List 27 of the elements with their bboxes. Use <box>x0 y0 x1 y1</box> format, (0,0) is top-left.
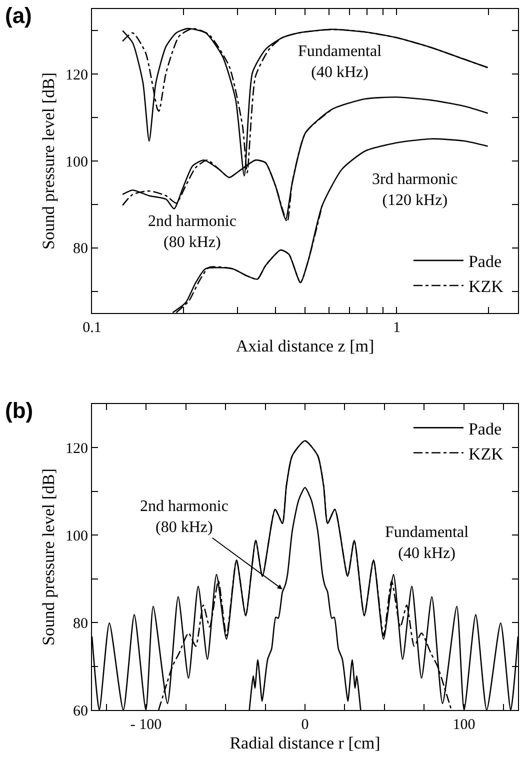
y-tick-label: 120 <box>66 440 88 457</box>
annotation: 2nd harmonic (80 kHz) <box>148 213 236 251</box>
legend-label: KZK <box>468 277 504 296</box>
x-tick-label: 1 <box>392 320 400 336</box>
chart-title: (b) <box>5 398 34 423</box>
y-tick-label: 80 <box>73 616 88 632</box>
annotation: 3rd harmonic (120 kHz) <box>372 171 458 209</box>
legend-label: Pade <box>468 419 502 438</box>
annotation: Fundamental (40 kHz) <box>298 43 382 81</box>
y-tick-label: 80 <box>73 241 88 258</box>
y-tick-label: 100 <box>66 528 88 544</box>
x-tick-label: - 100 <box>130 717 162 733</box>
annotation: 2nd harmonic (80 kHz) <box>140 498 228 536</box>
annotation: Fundamental (40 kHz) <box>385 524 470 562</box>
x-axis-title: Radial distance r [cm] <box>230 733 380 752</box>
y-tick-label: 100 <box>66 154 88 170</box>
legend-label: KZK <box>468 444 504 464</box>
y-axis-title: Sound pressure level [dB] <box>39 468 58 646</box>
x-tick-label: 0.1 <box>82 320 102 336</box>
y-tick-label: 120 <box>66 67 88 84</box>
chart-title: (a) <box>5 3 32 28</box>
legend-label: Pade <box>468 252 502 272</box>
y-tick-label: 60 <box>73 703 88 720</box>
x-tick-label: 100 <box>452 717 476 733</box>
x-tick-label: 0 <box>301 717 309 733</box>
y-axis-title: Sound pressure level [dB] <box>39 72 58 250</box>
x-axis-title: Axial distance z [m] <box>236 336 374 356</box>
